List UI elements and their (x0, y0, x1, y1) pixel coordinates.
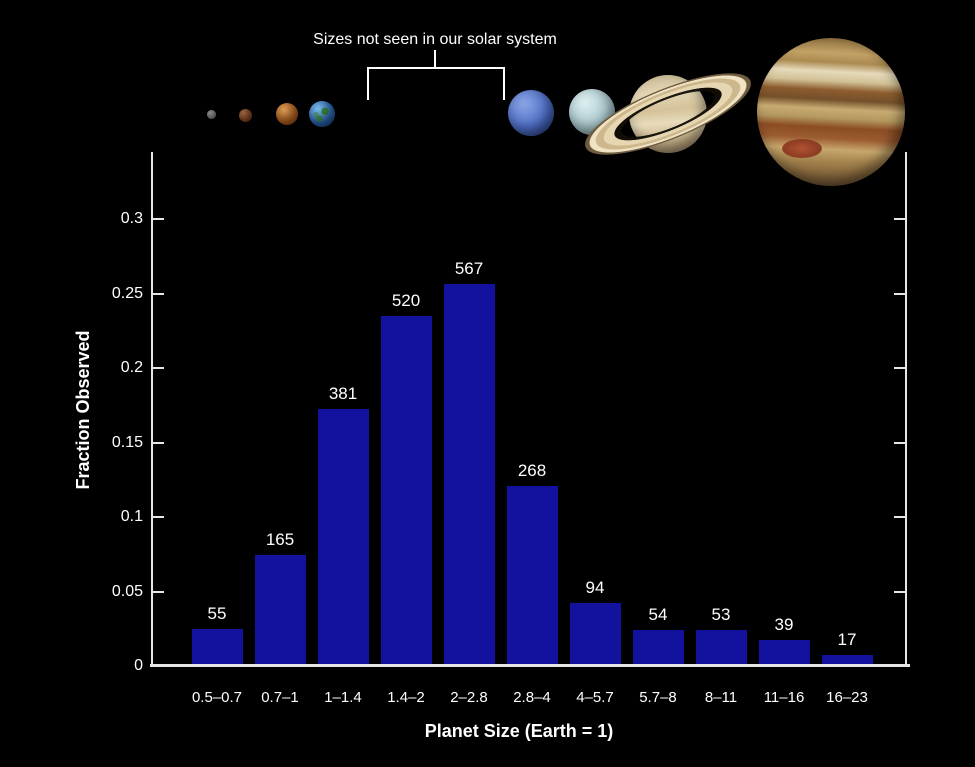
bar-value-label: 567 (454, 259, 484, 278)
x-axis-tick-label: 2.8–4 (513, 689, 551, 706)
bracket-right-drop-line (503, 67, 505, 100)
bar (191, 629, 243, 664)
planet-jupiter-icon (757, 38, 905, 186)
y-axis-tick (153, 591, 164, 593)
bar (506, 486, 558, 664)
y-axis-tick (153, 293, 164, 295)
x-axis-tick-label: 1.4–2 (387, 689, 425, 706)
x-axis-tick-label: 2–2.8 (450, 689, 488, 706)
bar-value-label: 94 (585, 578, 605, 597)
y-axis-tick-label: 0.25 (111, 285, 143, 302)
x-axis-tick-label: 5.7–8 (639, 689, 677, 706)
planet-mars-icon (238, 108, 252, 122)
y-axis-tick (153, 218, 164, 220)
y-axis-tick-label: 0.15 (111, 434, 143, 451)
y-axis-tick (153, 367, 164, 369)
great-red-spot-icon (782, 138, 823, 158)
bar (821, 655, 873, 664)
y-axis-line (151, 152, 153, 666)
bar-value-label: 55 (207, 604, 227, 623)
bar (380, 316, 432, 664)
annotation-label: Sizes not seen in our solar system (313, 31, 557, 48)
y-axis-title: Fraction Observed (73, 330, 93, 490)
bar (632, 630, 684, 664)
bracket-left-drop-line (367, 67, 369, 100)
y-axis-tick-label: 0 (134, 657, 143, 674)
right-axis-tick (894, 293, 905, 295)
y-axis-tick-label: 0.1 (120, 508, 143, 525)
y-axis-tick-label: 0.3 (120, 210, 143, 227)
x-axis-tick-label: 4–5.7 (576, 689, 614, 706)
x-axis-tick-label: 11–16 (763, 689, 805, 706)
bar-value-label: 268 (517, 461, 547, 480)
x-axis-tick-label: 0.5–0.7 (191, 689, 243, 706)
y-axis-tick (153, 516, 164, 518)
right-axis-line (905, 152, 907, 666)
bar (695, 630, 747, 664)
bracket-stem-line (434, 50, 436, 68)
x-axis-tick-label: 16–23 (826, 689, 868, 706)
planet-venus-icon (276, 103, 298, 125)
x-axis-title: Planet Size (Earth = 1) (424, 721, 614, 741)
y-axis-tick-label: 0.2 (120, 359, 143, 376)
bar (254, 555, 306, 664)
x-axis-tick-label: 1–1.4 (324, 689, 362, 706)
bar-value-label: 39 (774, 615, 794, 634)
right-axis-tick (894, 591, 905, 593)
planet-mercury-icon (206, 109, 216, 119)
bar-value-label: 520 (391, 291, 421, 310)
bar (443, 284, 495, 664)
y-axis-tick-label: 0.05 (111, 583, 143, 600)
bar-value-label: 54 (648, 605, 668, 624)
x-axis-tick-label: 8–11 (704, 689, 738, 706)
right-axis-tick (894, 367, 905, 369)
bar (317, 409, 369, 664)
bar (569, 603, 621, 664)
bar-value-label: 381 (328, 384, 358, 403)
planet-earth-icon (309, 101, 335, 127)
bar (758, 640, 810, 664)
x-axis-tick-label: 0.7–1 (261, 689, 299, 706)
right-axis-tick (894, 218, 905, 220)
planet-neptune-icon (508, 90, 554, 136)
bar-value-label: 165 (265, 530, 295, 549)
bar-value-label: 17 (837, 630, 857, 649)
right-axis-tick (894, 516, 905, 518)
y-axis-tick (153, 442, 164, 444)
right-axis-tick (894, 442, 905, 444)
bar-value-label: 53 (711, 605, 731, 624)
bracket-horizontal-line (367, 67, 505, 69)
x-axis-line (150, 664, 910, 667)
